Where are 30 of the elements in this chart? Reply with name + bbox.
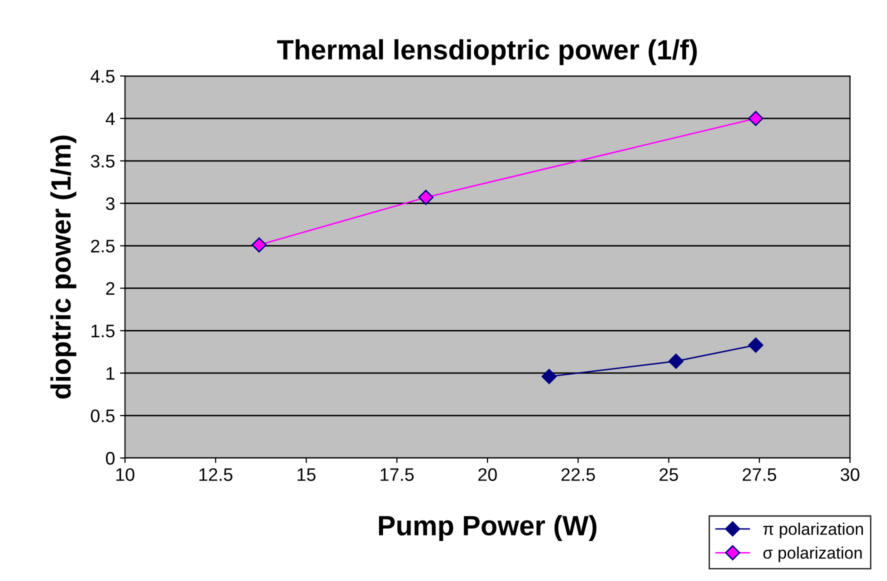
x-tick-label: 22.5 [561, 468, 595, 481]
y-tick-label: 1.5 [92, 324, 115, 338]
point [668, 354, 684, 369]
y-tick-label: 0 [106, 452, 115, 465]
y-tick-label: 4.5 [90, 70, 115, 83]
y-tick-label: 3.5 [90, 154, 115, 168]
x-axis-title: Pump Power (W) [379, 515, 596, 542]
point [748, 338, 764, 353]
x-tick-label: 25 [660, 468, 678, 481]
point [252, 237, 267, 252]
x-tick-label: 30 [840, 468, 860, 481]
point [418, 190, 434, 205]
y-tick-label: 4 [106, 112, 115, 125]
x-tick-label: 27.5 [742, 468, 776, 481]
x-tick-label: 20 [478, 468, 497, 481]
x-tick-label: 10 [116, 468, 134, 481]
y-tick-label: 2 [106, 282, 114, 295]
legend-label: σ polarization [763, 546, 862, 562]
legend-label: π polarization [763, 522, 863, 538]
y-tick-label: 2.5 [91, 240, 115, 252]
x-tick-label: 15 [298, 468, 316, 481]
x-tick-label: 12.5 [199, 468, 232, 481]
x-tick-label: 17.5 [380, 468, 414, 481]
y-tick-label: 1 [106, 367, 114, 380]
chart-title: Thermal lensdioptric power (1/f) [277, 39, 697, 66]
point [542, 368, 557, 384]
y-axis-title: dioptric power (1/m) [50, 136, 76, 399]
point [748, 110, 764, 126]
y-tick-label: 0.5 [90, 409, 115, 422]
y-tick-label: 3 [106, 197, 114, 210]
